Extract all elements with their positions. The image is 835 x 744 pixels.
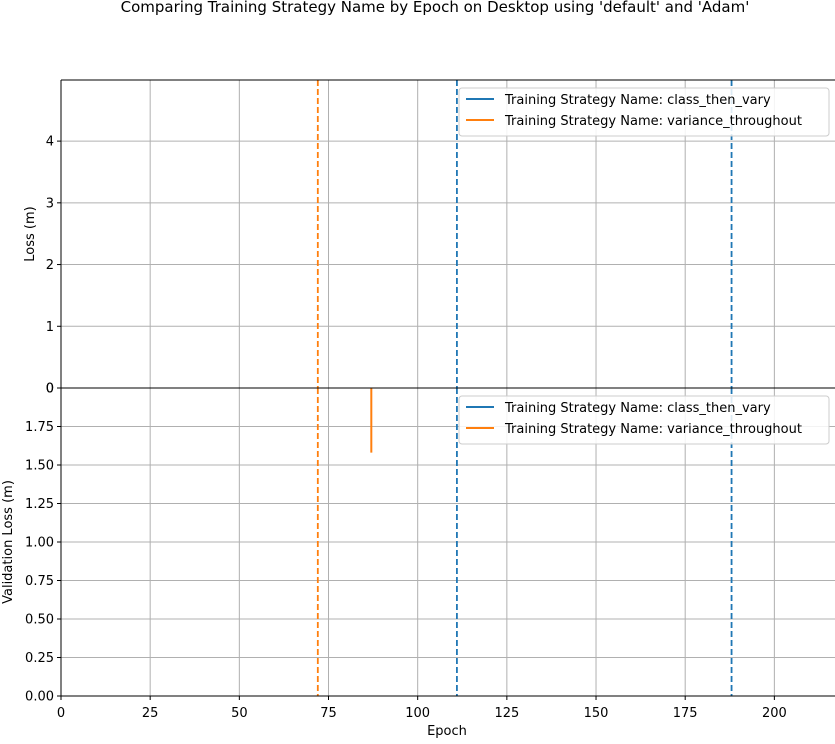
bottom-panel: 0.00 0.25 0.50 0.75 1.00 1.25 1.50 1.75 0 0 25 50 75… bbox=[1, 382, 835, 721]
x-tick-label: 100 bbox=[405, 706, 430, 721]
y-tick-label: 0.75 bbox=[25, 574, 54, 589]
legend-label: Training Strategy Name: class_then_vary bbox=[504, 401, 771, 416]
x-tick-label: 75 bbox=[320, 706, 337, 721]
y-axis-label: Validation Loss (m) bbox=[1, 480, 16, 604]
x-tick-label: 50 bbox=[231, 706, 248, 721]
y-tick-label: 1.25 bbox=[25, 497, 54, 512]
y-tick-label: 1 bbox=[46, 320, 54, 335]
y-tick-label: 3 bbox=[46, 196, 54, 211]
x-tick-label: 0 bbox=[57, 706, 65, 721]
legend-box bbox=[458, 87, 830, 137]
y-tick-label: 0.25 bbox=[25, 651, 54, 666]
x-tick-label: 175 bbox=[673, 706, 698, 721]
x-tick-label: 150 bbox=[584, 706, 609, 721]
legend-box bbox=[458, 395, 830, 445]
y-tick-label: 0 bbox=[46, 382, 54, 397]
y-tick-label: 0.00 bbox=[25, 690, 54, 705]
y-tick-label: 1.75 bbox=[25, 420, 54, 435]
legend-label: Training Strategy Name: variance_through… bbox=[504, 114, 802, 129]
chart-title: Comparing Training Strategy Name by Epoc… bbox=[121, 0, 750, 16]
x-tick-label: 125 bbox=[494, 706, 519, 721]
legend-label: Training Strategy Name: variance_through… bbox=[504, 422, 802, 437]
y-tick-label: 2 bbox=[46, 258, 54, 273]
y-tick-label: 0.50 bbox=[25, 613, 54, 628]
y-tick-label: 4 bbox=[46, 135, 54, 150]
y-tick-label: 1.50 bbox=[25, 459, 54, 474]
x-axis-label: Epoch bbox=[427, 724, 467, 739]
legend-label: Training Strategy Name: class_then_vary bbox=[504, 93, 771, 108]
x-tick-label: 200 bbox=[762, 706, 787, 721]
y-tick-label: 1.00 bbox=[25, 536, 54, 551]
y-axis-label: Loss (m) bbox=[23, 206, 38, 261]
y-tick-label: 0 bbox=[46, 382, 54, 397]
x-tick-label: 25 bbox=[142, 706, 159, 721]
top-panel: 0 1 2 3 4 Loss (m) Training Strategy Name: cla… bbox=[23, 79, 835, 397]
